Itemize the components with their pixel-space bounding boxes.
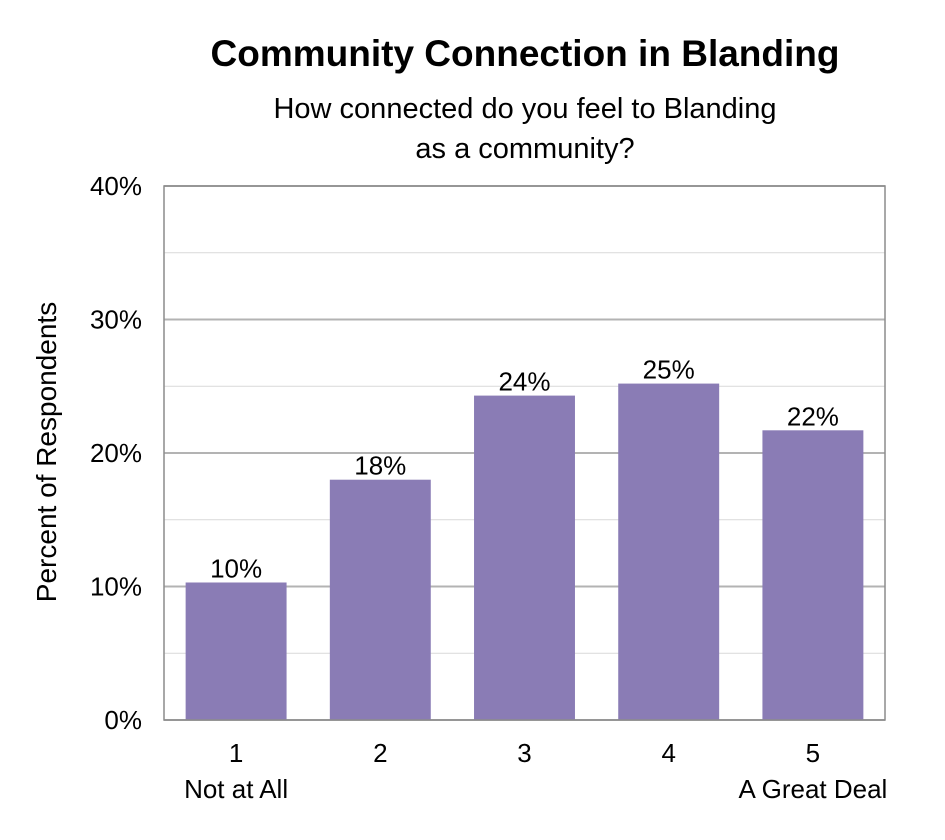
bar	[474, 395, 575, 720]
x-tick-label: 5	[806, 738, 820, 768]
y-tick-label: 30%	[90, 305, 142, 335]
y-tick-label: 10%	[90, 572, 142, 602]
bars	[185, 383, 864, 720]
chart-subtitle-line-1: How connected do you feel to Blanding	[273, 93, 776, 125]
y-axis-ticks: 0% 10% 20% 30% 40%	[90, 171, 142, 735]
x-tick-sublabel: Not at All	[184, 774, 288, 804]
data-labels: 10% 18% 24% 25% 22%	[210, 355, 839, 584]
y-tick-label: 0%	[104, 705, 142, 735]
x-tick-label: 4	[661, 738, 675, 768]
data-label: 25%	[643, 355, 695, 385]
bar	[329, 479, 431, 720]
x-tick-label: 3	[517, 738, 531, 768]
bar	[185, 582, 287, 720]
plot-area-frame	[163, 185, 886, 721]
x-tick-label: 2	[373, 738, 387, 768]
data-label: 18%	[354, 451, 406, 481]
bar	[618, 383, 720, 720]
y-tick-label: 40%	[90, 171, 142, 201]
chart-title: Community Connection in Blanding	[211, 33, 840, 74]
x-tick-label: 1	[229, 738, 243, 768]
data-label: 22%	[787, 401, 839, 431]
x-tick-sublabel: A Great Deal	[738, 774, 887, 804]
data-label: 24%	[498, 367, 550, 397]
x-axis-ticks: 1 Not at All 2 3 4 5 A Great Deal	[184, 738, 887, 804]
y-tick-label: 20%	[90, 438, 142, 468]
data-label: 10%	[210, 553, 262, 583]
bar	[762, 430, 864, 720]
y-axis-label: Percent of Respondents	[31, 302, 62, 602]
chart-subtitle-line-2: as a community?	[415, 133, 634, 165]
